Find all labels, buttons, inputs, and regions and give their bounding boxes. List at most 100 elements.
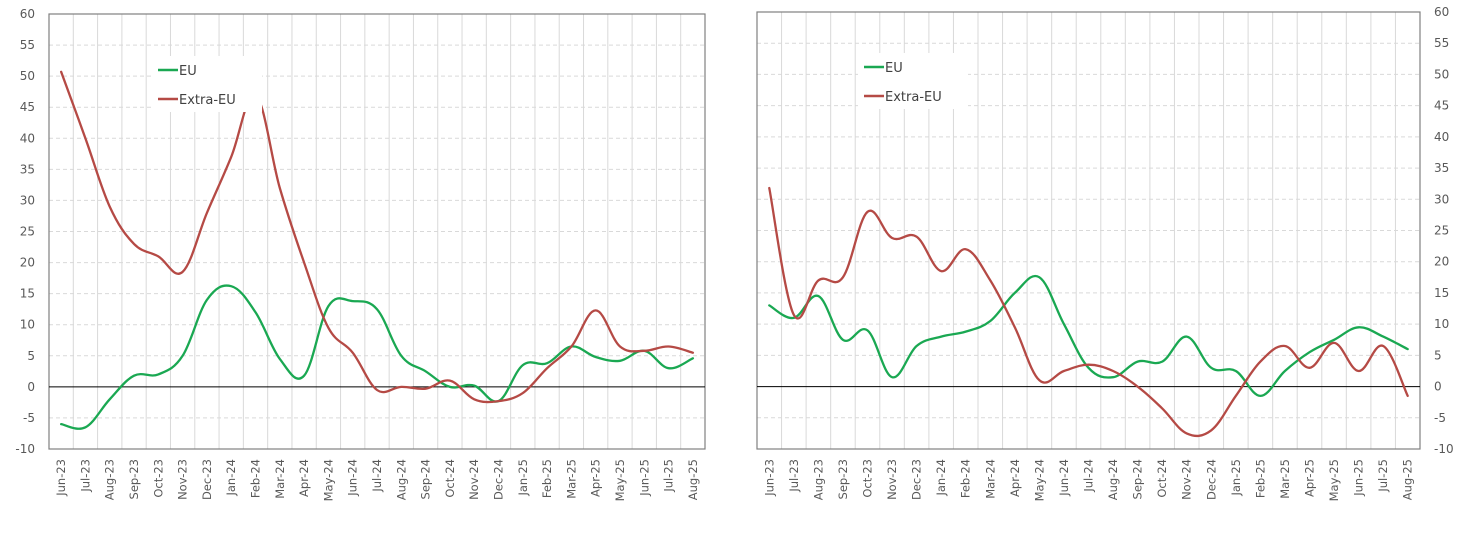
x-tick-label: Sep-23 [127,459,141,499]
x-tick-label: Nov-24 [467,459,481,500]
y-tick-label: -5 [23,411,35,425]
y-tick-label: 25 [20,225,35,239]
x-tick-label: Jan-24 [934,459,948,497]
y-tick-label: 45 [20,100,35,114]
x-tick-label: Dec-24 [491,459,505,500]
x-tick-label: Jun-24 [346,459,360,497]
x-tick-label: May-24 [1032,459,1046,501]
x-tick-label: Sep-24 [1131,459,1145,499]
y-tick-label: 55 [1434,36,1449,50]
x-tick-label: May-24 [321,459,335,501]
x-tick-label: Oct-23 [151,459,165,498]
y-tick-label: 40 [20,131,35,145]
y-tick-label: 30 [1434,192,1449,206]
x-tick-label: Jan-24 [224,459,238,497]
x-tick-label: Apr-25 [1303,459,1317,497]
y-tick-label: 20 [1434,255,1449,269]
x-tick-label: Jun-23 [54,459,68,497]
x-tick-label: Jun-24 [1057,459,1071,497]
x-tick-label: Dec-24 [1204,459,1218,500]
x-tick-label: Aug-23 [811,459,825,500]
x-tick-label: Apr-24 [1008,459,1022,497]
y-tick-label: 10 [20,318,35,332]
x-tick-label: Sep-23 [836,459,850,499]
y-tick-label: 55 [20,38,35,52]
y-tick-label: 15 [20,287,35,301]
x-tick-label: Oct-23 [861,459,875,498]
y-tick-label: 35 [1434,161,1449,175]
x-tick-label: May-25 [613,459,627,501]
legend-eu-label: EU [179,64,197,79]
legend-extra-eu-label: Extra-EU [885,90,942,105]
x-tick-label: Jul-24 [1082,459,1096,493]
x-tick-label: Feb-24 [959,459,973,498]
x-tick-label: Mar-25 [564,459,578,499]
y-tick-label: 30 [20,193,35,207]
x-tick-label: Aug-24 [394,459,408,500]
y-tick-label: 60 [20,7,35,21]
x-tick-label: Nov-23 [885,459,899,500]
chart-legend: EU Extra-EU [152,56,262,112]
x-tick-label: May-25 [1327,459,1341,501]
x-tick-label: Jul-24 [370,459,384,493]
eu-series-line [768,274,1409,398]
y-tick-label: 60 [1434,5,1449,19]
x-tick-label: Jun-25 [1352,459,1366,497]
x-tick-label: Aug-25 [686,459,700,500]
x-tick-label: Jul-23 [78,459,92,493]
legend-background [858,53,968,109]
y-tick-label: 0 [27,380,35,394]
extra-eu-series-line [59,70,695,404]
y-tick-label: 0 [1434,380,1442,394]
x-tick-label: Aug-23 [103,459,117,500]
y-tick-label: 45 [1434,99,1449,113]
y-tick-label: -10 [1434,442,1454,456]
x-tick-label: Sep-24 [419,459,433,499]
x-tick-label: Jun-23 [762,459,776,497]
x-tick-label: Feb-24 [249,459,263,498]
extra-eu-series-line [768,186,1409,438]
x-tick-label: Jun-25 [637,459,651,497]
x-tick-label: Jan-25 [516,459,530,497]
plot-area-border [48,13,706,450]
y-tick-label: 35 [20,162,35,176]
y-tick-label: 50 [1434,67,1449,81]
x-tick-label: Nov-23 [176,459,190,500]
x-tick-label: Mar-24 [273,459,287,499]
x-tick-label: Dec-23 [200,459,214,500]
x-tick-label: Jul-25 [1376,459,1390,493]
y-tick-label: 15 [1434,286,1449,300]
legend-eu-label: EU [885,61,903,76]
x-tick-label: Oct-24 [443,459,457,498]
y-tick-label: 50 [20,69,35,83]
x-tick-label: Jan-25 [1229,459,1243,497]
x-tick-label: Mar-25 [1278,459,1292,499]
legend-extra-eu-label: Extra-EU [179,93,236,108]
x-tick-label: Apr-24 [297,459,311,497]
plot-area-border [756,11,1421,450]
x-tick-label: Jul-23 [787,459,801,493]
x-tick-label: Nov-24 [1180,459,1194,500]
x-tick-label: Mar-24 [983,459,997,499]
x-tick-label: Dec-23 [910,459,924,500]
y-tick-label: 25 [1434,224,1449,238]
y-tick-label: 5 [27,349,35,363]
x-tick-label: Jul-25 [662,459,676,493]
right-line-chart: -10 -5 0 5 10 15 20 25 30 35 40 45 50 55 60 Jun-23 Jul-2… [756,5,1454,501]
x-tick-label: Aug-24 [1106,459,1120,500]
left-line-chart: -10 -5 0 5 10 15 20 25 30 35 40 45 50 55 60 Jun-23 Jul-2… [15,7,706,501]
x-tick-label: Aug-25 [1401,459,1415,500]
y-tick-label: 40 [1434,130,1449,144]
y-tick-label: 20 [20,256,35,270]
y-tick-label: 10 [1434,317,1449,331]
x-tick-label: Oct-24 [1155,459,1169,498]
x-tick-label: Feb-25 [1253,459,1267,498]
x-tick-label: Apr-25 [589,459,603,497]
x-tick-label: Feb-25 [540,459,554,498]
chart-legend: EU Extra-EU [858,53,968,109]
y-tick-label: 5 [1434,348,1442,362]
y-tick-label: -5 [1434,411,1446,425]
y-tick-label: -10 [15,442,35,456]
legend-background [152,56,262,112]
